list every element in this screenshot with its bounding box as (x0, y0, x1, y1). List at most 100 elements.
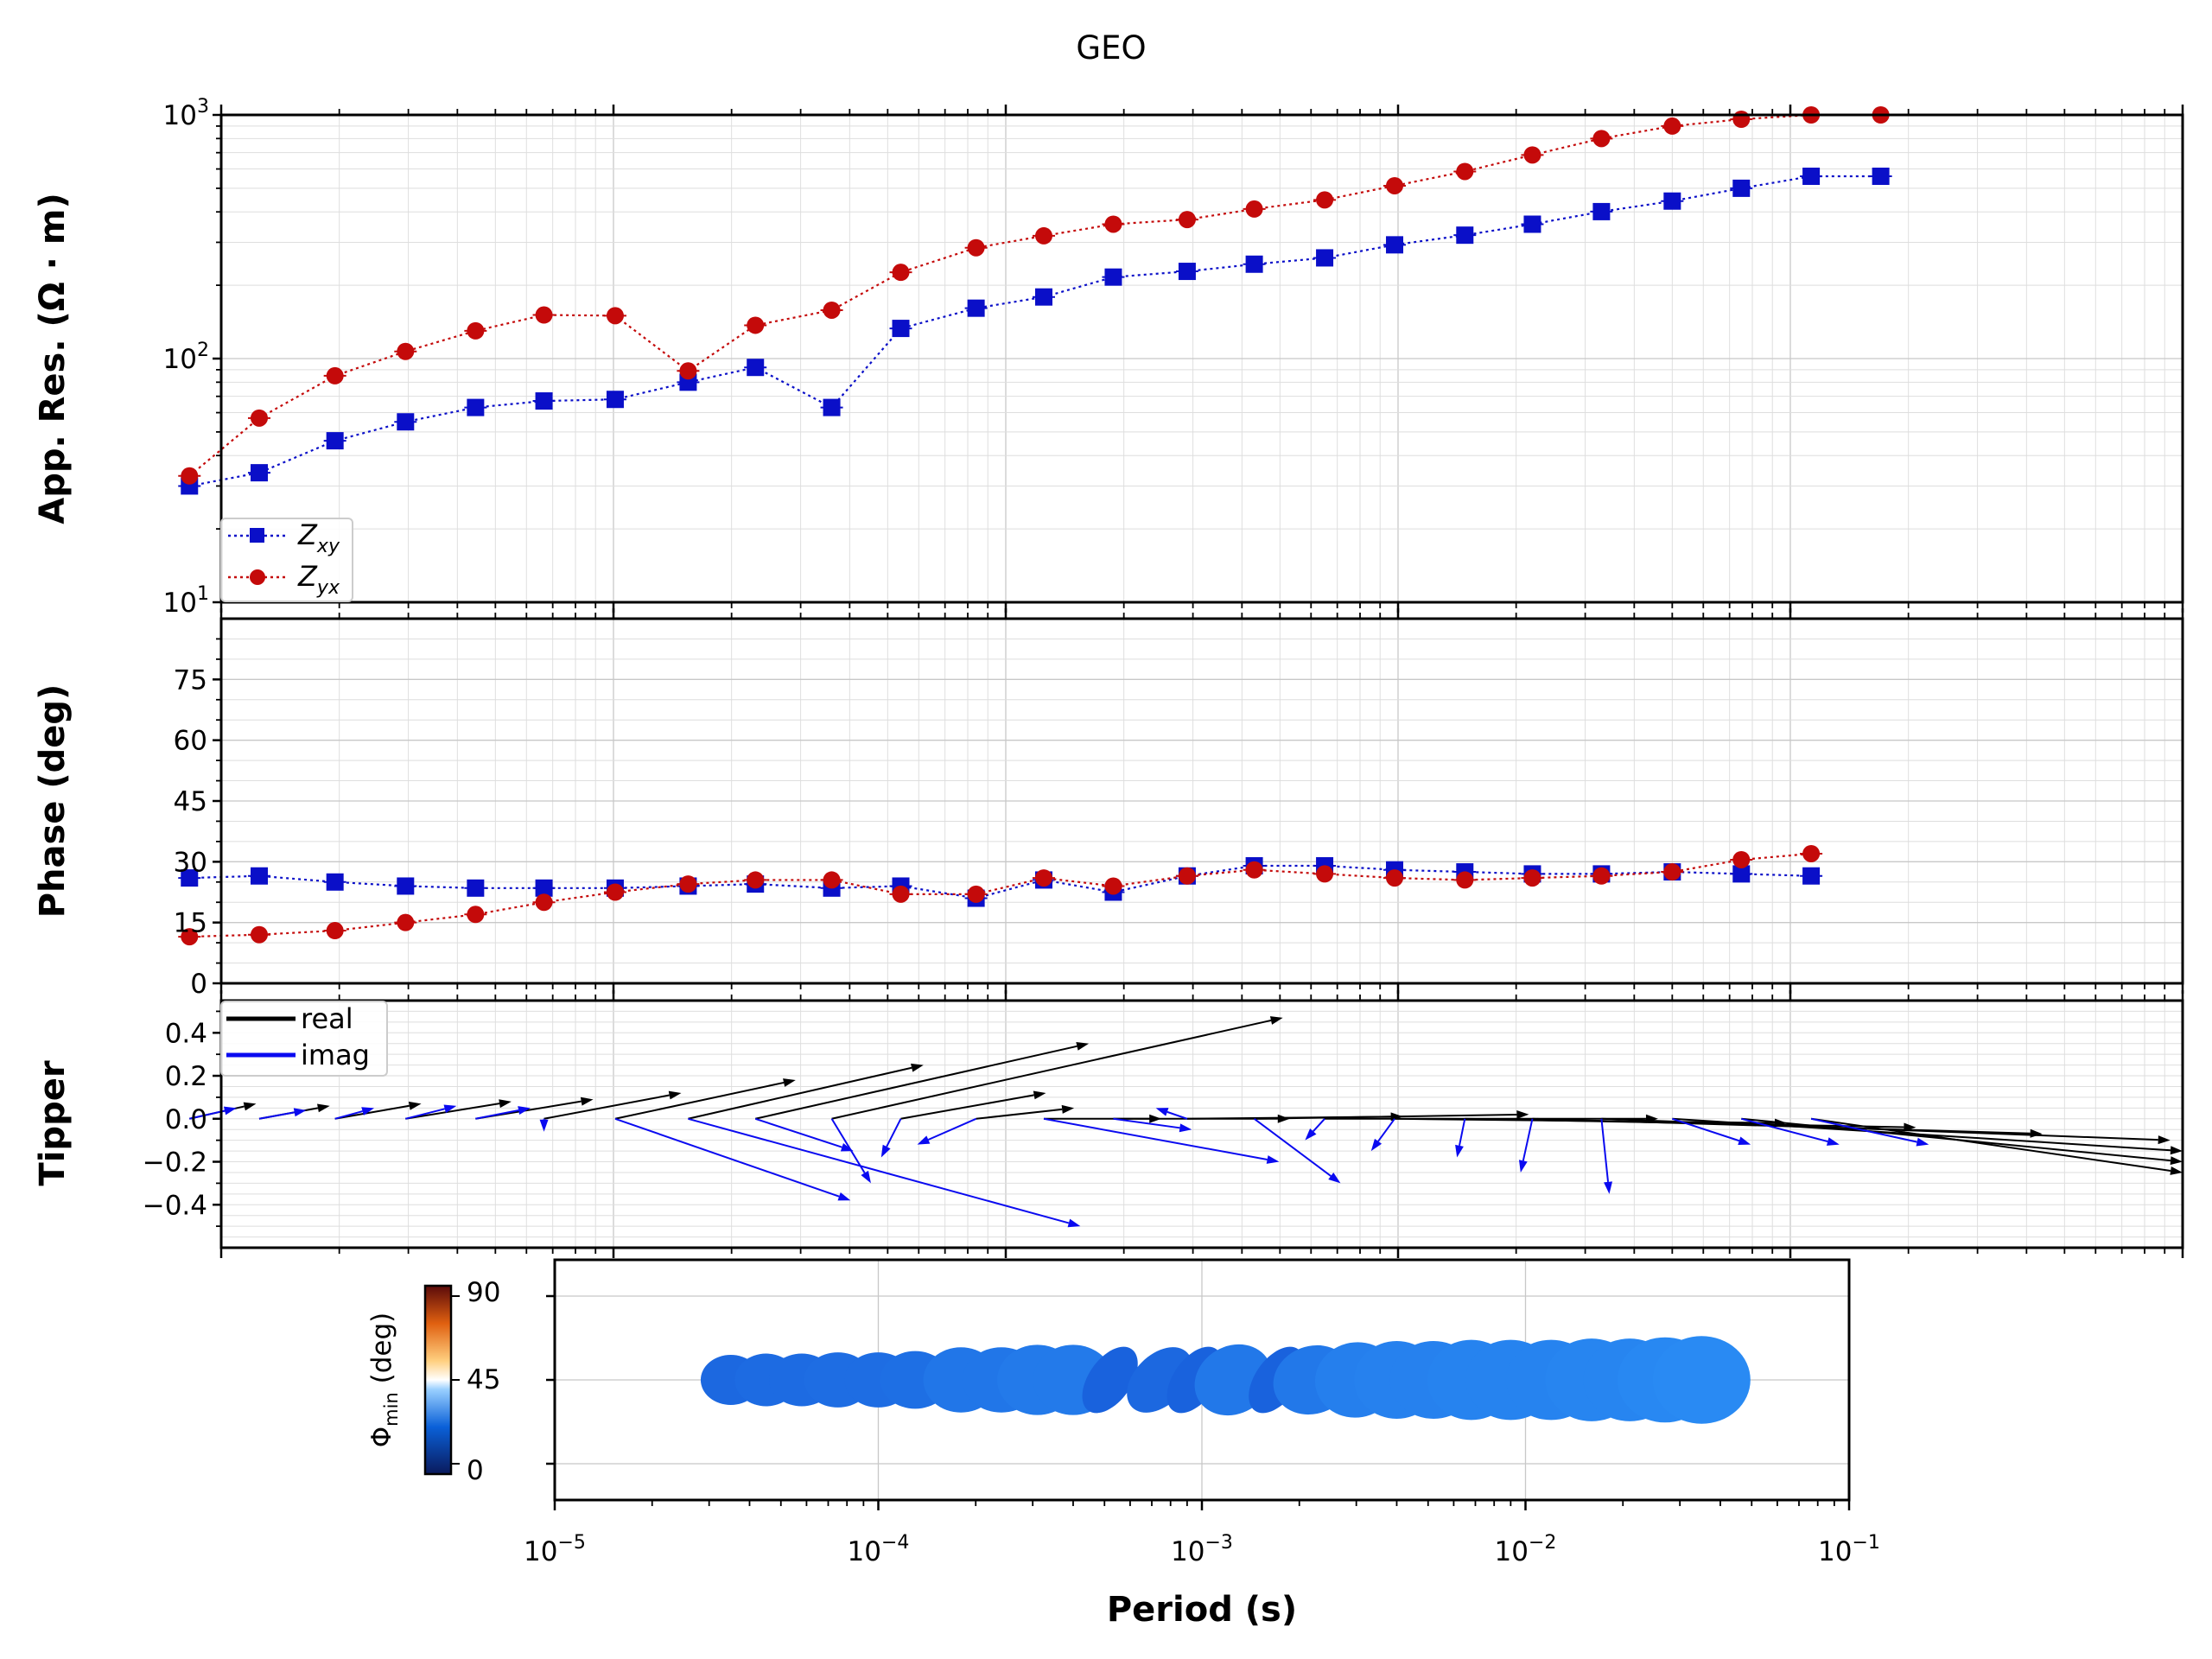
arrow-shaft (900, 1094, 1034, 1120)
phase-y-ticks: 0 15 30 45 60 75 (174, 638, 221, 1000)
tipper-grid (220, 1001, 2183, 1248)
colorbar-label: Φmin (deg) (366, 1313, 402, 1448)
tipper-legend: real imag (220, 1001, 388, 1077)
data-point-Z_yx (1456, 871, 1474, 889)
phase-ylabel: Phase (deg) (33, 684, 73, 918)
tipper-imag-arrow (1253, 1117, 1341, 1184)
data-point-Z_yx (397, 913, 415, 931)
series-line-Z_yx (189, 852, 1812, 938)
colorbar-gradient (423, 1284, 453, 1476)
arrow-shaft (1254, 1114, 1517, 1120)
arrow-head (783, 1078, 796, 1087)
data-point-Z_yx (1592, 867, 1611, 885)
tipper-imag-arrow (830, 1118, 871, 1184)
arrow-head (361, 1107, 375, 1116)
arrow-shaft (1459, 1118, 1466, 1147)
data-point-Z_xy (1523, 215, 1541, 233)
data-point-Z_xy (397, 413, 415, 431)
tipper-imag-arrows (189, 1104, 1929, 1228)
tipper-real-arrow (976, 1104, 1075, 1120)
arrow-head (1455, 1144, 1464, 1158)
data-point-Z_yx (250, 409, 268, 427)
phase-grid (220, 618, 2183, 984)
arrow-shaft (1522, 1118, 1534, 1161)
data-point-Z_xy (535, 392, 553, 410)
series-line-Z_xy (189, 175, 1881, 487)
arrow-shaft (334, 1110, 363, 1120)
tipper-imag-arrow (1113, 1117, 1192, 1133)
tick-base: 10 (163, 588, 197, 619)
data-point-Z_xy (1034, 288, 1052, 306)
arrow-shaft (1810, 1117, 2171, 1172)
arrow-head (499, 1099, 512, 1109)
data-point-Z_yx (397, 342, 415, 360)
y-tick-label: −0.4 (143, 1190, 207, 1221)
tick-base: 10 (1818, 1536, 1852, 1567)
arrow-head (911, 1063, 924, 1072)
phase-tensor-ellipse (1652, 1336, 1751, 1424)
arrow-head (1076, 1041, 1090, 1051)
arrow-shaft (754, 1117, 842, 1148)
arrow-shaft (886, 1118, 902, 1147)
phase-tensor-ellipse (1082, 1346, 1138, 1414)
arrow-head (861, 1170, 871, 1184)
data-point-Z_xy (892, 320, 910, 338)
arrow-head (539, 1119, 549, 1132)
arrow-head (243, 1102, 257, 1111)
data-point-Z_yx (326, 922, 344, 940)
tipper-frame (219, 999, 2184, 1249)
tick-base: 10 (1171, 1536, 1205, 1567)
data-point-Z_yx (1456, 162, 1474, 181)
tipper-imag-arrow (917, 1117, 977, 1145)
data-point-Z_yx (1104, 877, 1122, 895)
arrow-shaft (1810, 1117, 1917, 1143)
tipper-imag-arrow (688, 1117, 1081, 1228)
tipper-real-arrow (831, 1016, 1283, 1120)
resistivity-grid (220, 115, 2183, 603)
data-point-Z_yx (606, 307, 624, 325)
data-point-Z_yx (1034, 869, 1052, 887)
phase-tensor-ellipses (700, 1336, 1751, 1424)
data-point-Z_yx (823, 301, 841, 319)
shared-x-ticks (219, 105, 2184, 1258)
tipper-imag-arrow (1455, 1118, 1466, 1158)
data-point-Z_yx (326, 366, 344, 385)
tipper-imag-arrow (1600, 1118, 1613, 1194)
arrow-shaft (831, 1019, 1272, 1120)
arrow-head (1738, 1136, 1751, 1146)
arrow-head (1266, 1155, 1280, 1164)
arrow-shaft (543, 1094, 670, 1120)
data-point-Z_yx (679, 362, 697, 380)
arrow-shaft (614, 1081, 785, 1120)
data-point-Z_yx (747, 871, 765, 889)
arrow-head (2170, 1166, 2183, 1175)
data-point-Z_yx (823, 871, 841, 889)
tick-base: 10 (163, 344, 197, 375)
data-point-Z_yx (1732, 110, 1751, 128)
x-tick-label: 10−3 (1171, 1532, 1233, 1567)
arrow-shaft (405, 1108, 445, 1120)
resistivity-ylabel: App. Res. (Ω · m) (33, 193, 73, 524)
tipper-imag-arrow (405, 1104, 457, 1120)
data-point-Z_xy (1456, 226, 1474, 245)
tick-exponent: −4 (881, 1532, 909, 1554)
tipper-real-arrow (755, 1041, 1090, 1120)
arrow-shaft (755, 1045, 1077, 1120)
arrow-shaft (334, 1104, 410, 1120)
colorbar-tick-0: 0 (467, 1455, 484, 1486)
arrow-shaft (1377, 1118, 1395, 1142)
data-point-Z_yx (1663, 117, 1681, 135)
tipper-imag-arrow (1741, 1117, 1840, 1146)
tipper-imag-arrow (880, 1118, 902, 1158)
data-point-Z_yx (1523, 869, 1541, 887)
phase-panel: 0 15 30 45 60 75 Phase (deg) (33, 617, 2184, 1000)
data-point-Z_yx (467, 321, 485, 340)
arrow-shaft (830, 1118, 866, 1173)
data-point-Z_xy (467, 879, 485, 897)
arrow-head (2158, 1135, 2171, 1145)
data-point-Z_yx (467, 906, 485, 924)
tick-exponent: −3 (1205, 1532, 1233, 1554)
data-point-Z_xy (1245, 255, 1263, 273)
arrow-head (1269, 1016, 1283, 1025)
arrow-head (2170, 1146, 2183, 1155)
